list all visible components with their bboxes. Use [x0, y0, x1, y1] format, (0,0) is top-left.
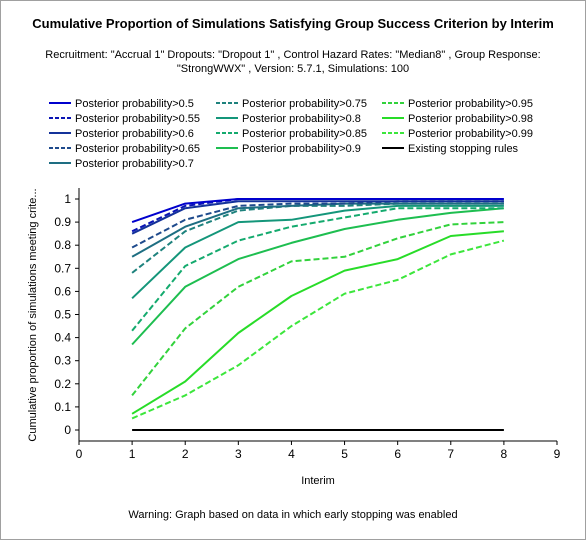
y-tick-label: 0.2: [54, 377, 71, 391]
y-tick-label: 1: [64, 192, 71, 206]
chart-subtitle: Recruitment: "Accrual 1" Dropouts: "Drop…: [45, 49, 541, 75]
chart-title: Cumulative Proportion of Simulations Sat…: [32, 16, 554, 31]
legend-label: Posterior probability>0.99: [408, 128, 533, 140]
x-tick-label: 4: [288, 447, 295, 461]
legend-label: Posterior probability>0.85: [242, 128, 367, 140]
x-tick-label: 6: [394, 447, 401, 461]
legend-label: Posterior probability>0.9: [242, 143, 361, 155]
series-line-posterior-probability-0-9: [131, 207, 504, 346]
series-line-posterior-probability-0-8: [131, 204, 504, 300]
legend-label: Posterior probability>0.65: [75, 143, 200, 155]
y-tick-label: 0.9: [54, 215, 71, 229]
legend-label: Posterior probability>0.98: [408, 113, 533, 125]
y-tick-label: 0.6: [54, 284, 71, 298]
legend-label: Posterior probability>0.5: [75, 98, 194, 110]
series-line-posterior-probability-0-85: [131, 207, 504, 332]
y-axis-label: Cumulative proportion of simulations mee…: [27, 188, 39, 441]
y-tick-label: 0.7: [54, 261, 71, 275]
y-tick-label: 0.4: [54, 331, 71, 345]
x-tick-label: 2: [182, 447, 189, 461]
plot-area: 0 0.1 0.2 0.3 0.4 0.5 0.6 0.7 0.8 0.9 1 0 1 2 3 4 5 6 7 8 9: [54, 188, 561, 461]
warning-text: Warning: Graph based on data in which ea…: [128, 509, 458, 521]
series-line-posterior-probability-0-5: [131, 198, 504, 224]
x-tick-label: 0: [76, 447, 83, 461]
x-tick-label: 7: [447, 447, 454, 461]
legend-label: Posterior probability>0.55: [75, 113, 200, 125]
legend-label: Posterior probability>0.8: [242, 113, 361, 125]
x-tick-label: 9: [554, 447, 561, 461]
y-tick-label: 0.5: [54, 308, 71, 322]
series-line-posterior-probability-0-99: [131, 239, 505, 420]
series-line-posterior-probability-0-6: [131, 200, 504, 235]
legend-label: Posterior probability>0.95: [408, 98, 533, 110]
y-tick-label: 0.1: [54, 400, 71, 414]
y-tick-label: 0: [64, 423, 71, 437]
legend-label: Existing stopping rules: [408, 143, 519, 155]
x-tick-label: 5: [341, 447, 348, 461]
legend-label: Posterior probability>0.7: [75, 158, 194, 170]
x-tick-label: 1: [129, 447, 136, 461]
x-axis-label: Interim: [301, 475, 335, 487]
y-tick-label: 0.3: [54, 354, 71, 368]
x-tick-label: 3: [235, 447, 242, 461]
x-tick-label: 8: [501, 447, 508, 461]
series-line-posterior-probability-0-95: [131, 221, 504, 397]
y-tick-label: 0.8: [54, 238, 71, 252]
series-line-posterior-probability-0-7: [131, 202, 504, 258]
series-line-posterior-probability-0-98: [131, 230, 504, 415]
legend-label: Posterior probability>0.6: [75, 128, 194, 140]
legend-label: Posterior probability>0.75: [242, 98, 367, 110]
legend: Posterior probability>0.5 Posterior proba…: [49, 98, 533, 170]
